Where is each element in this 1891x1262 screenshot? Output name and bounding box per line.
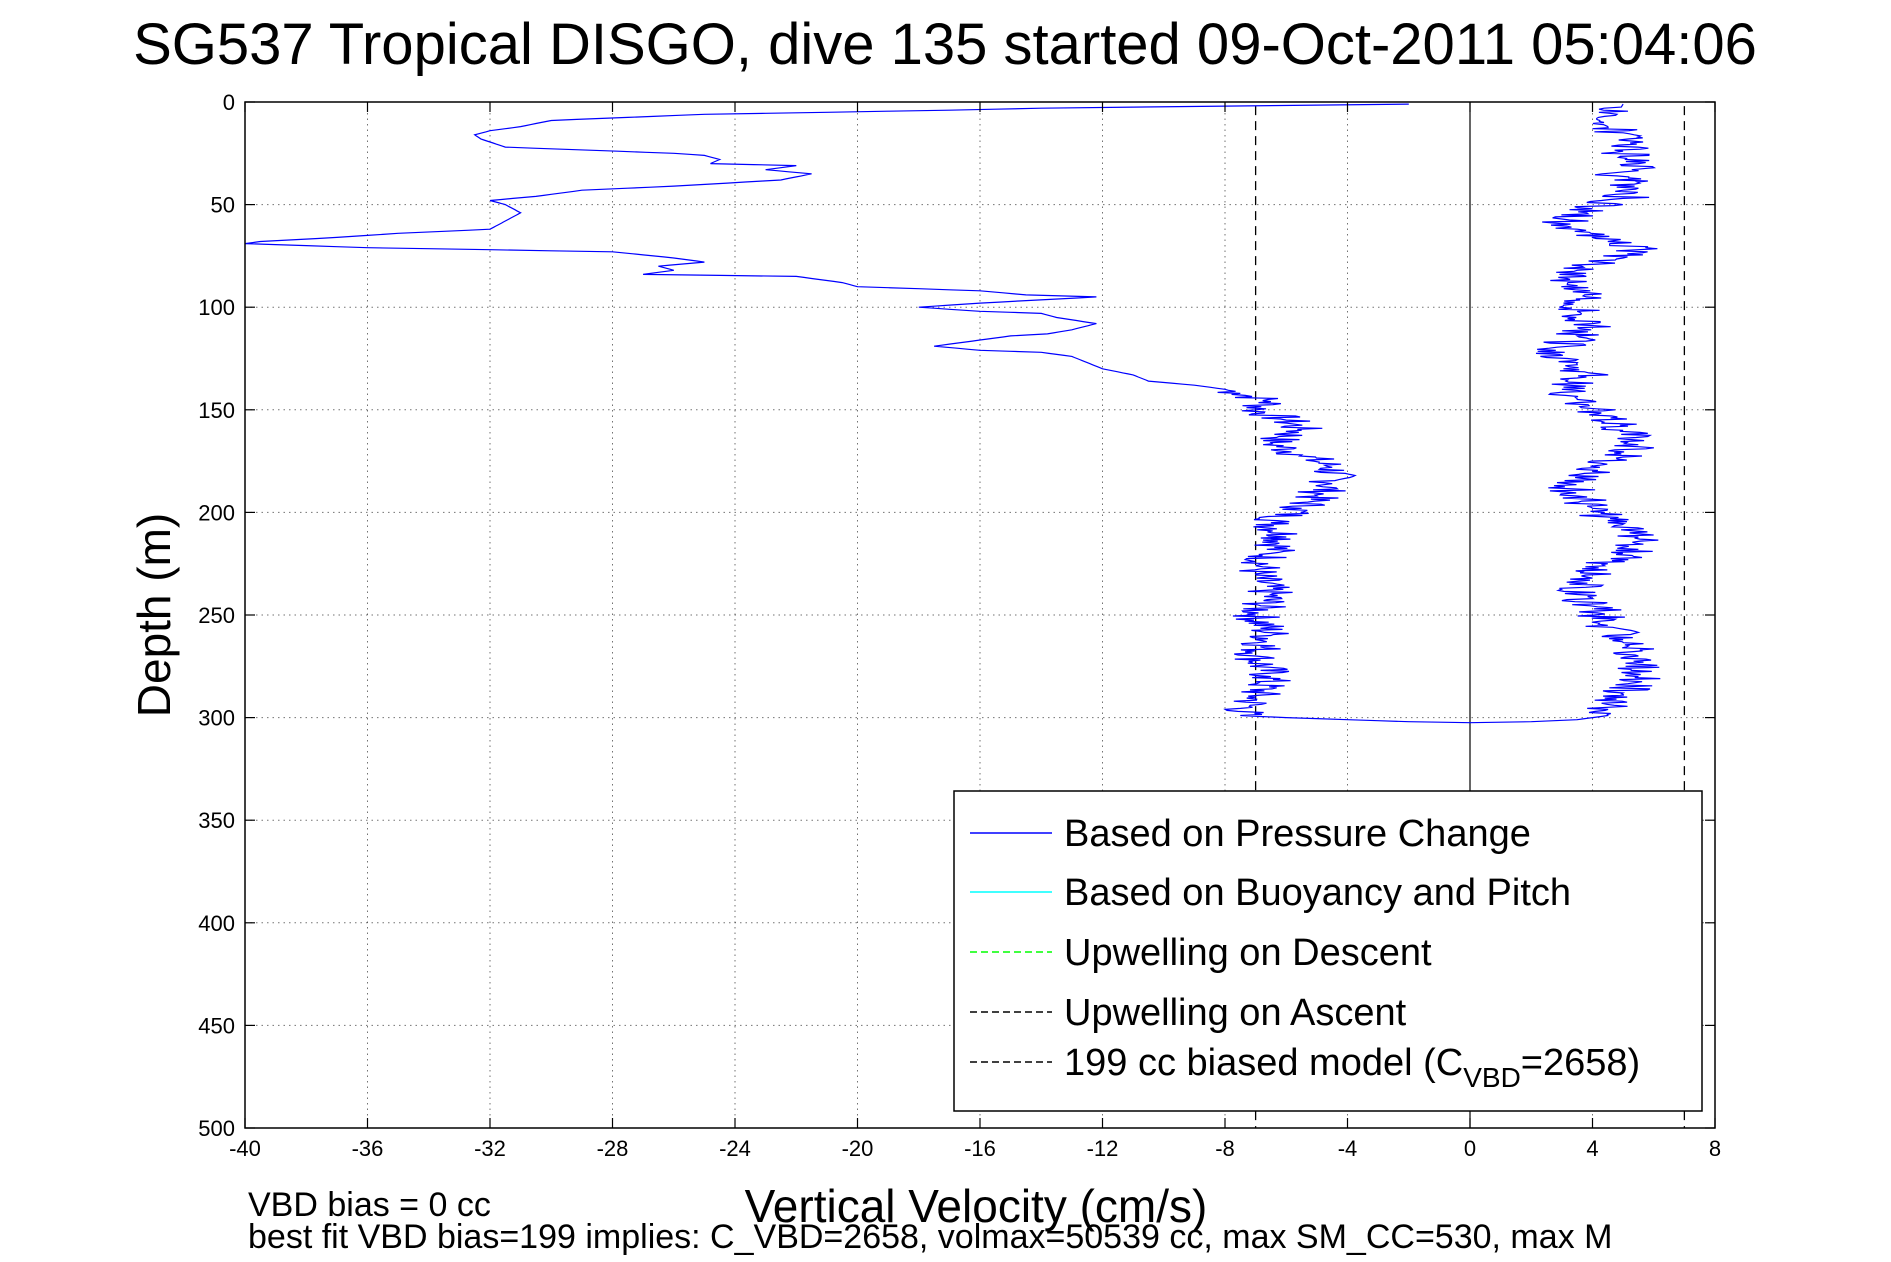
x-tick-labels: -40 -36 -32 -28 -24 -20 -16 -12 -8 -4 0 4 8	[229, 1136, 1721, 1161]
x-tick-label: -24	[719, 1136, 751, 1161]
y-axis-label: Depth (m)	[128, 513, 180, 717]
best-fit-annotation: best fit VBD bias=199 implies: C_VBD=265…	[248, 1218, 1612, 1256]
x-tick-label: -32	[474, 1136, 506, 1161]
y-tick-label: 500	[198, 1116, 235, 1141]
pressure-change-descent-line	[244, 103, 1471, 724]
x-axis-label: Vertical Velocity (cm/s)	[745, 1180, 1208, 1232]
x-tick-label: -12	[1087, 1136, 1119, 1161]
x-tick-label: 4	[1586, 1136, 1598, 1161]
legend-label-4: Upwelling on Ascent	[1064, 992, 1407, 1034]
y-tick-labels: 0 50 100 150 200 250 300 350 400 450 500	[198, 90, 235, 1141]
x-tick-label: 0	[1464, 1136, 1476, 1161]
axes	[244, 101, 1716, 1129]
legend-box	[953, 790, 1703, 1112]
y-tick-label: 400	[198, 911, 235, 936]
y-tick-label: 100	[198, 295, 235, 320]
y-tick-label: 250	[198, 603, 235, 628]
y-tick-label: 300	[198, 706, 235, 731]
x-tick-label: -28	[597, 1136, 629, 1161]
legend-label-1: Based on Pressure Change	[1064, 813, 1531, 855]
y-tick-label: 50	[211, 193, 235, 218]
y-tick-label: 0	[223, 90, 235, 115]
legend-label-3: Upwelling on Descent	[1064, 932, 1432, 974]
x-tick-label: -20	[842, 1136, 874, 1161]
y-tick-label: 450	[198, 1013, 235, 1038]
x-tick-label: -40	[229, 1136, 261, 1161]
pressure-change-ascent-line	[1469, 103, 1661, 724]
legend: Based on Pressure Change Based on Buoyanc…	[953, 790, 1703, 1112]
legend-label-5: 199 cc biased model (CVBD=2658)	[1064, 1042, 1640, 1093]
vbd-bias-annotation: VBD bias = 0 cc	[248, 1186, 491, 1224]
x-tick-label: 8	[1709, 1136, 1721, 1161]
y-tick-label: 200	[198, 500, 235, 525]
x-tick-label: -8	[1215, 1136, 1235, 1161]
y-tick-label: 350	[198, 808, 235, 833]
y-tick-label: 150	[198, 398, 235, 423]
series-layer	[244, 103, 1661, 724]
x-tick-label: -4	[1338, 1136, 1358, 1161]
chart-title: SG537 Tropical DISGO, dive 135 started 0…	[133, 12, 1757, 77]
x-tick-label: -16	[964, 1136, 996, 1161]
x-tick-label: -36	[352, 1136, 384, 1161]
legend-label-2: Based on Buoyancy and Pitch	[1064, 872, 1571, 914]
